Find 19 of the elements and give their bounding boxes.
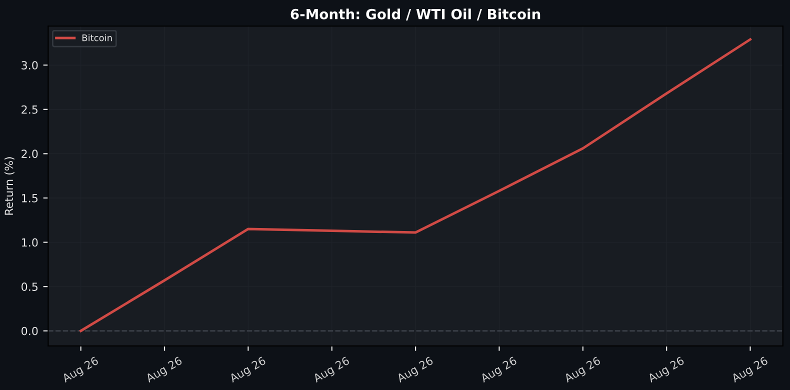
y-tick-label: 0.0 xyxy=(22,326,38,336)
y-tick-label: 0.5 xyxy=(22,282,38,291)
y-axis-title: Return (%) xyxy=(4,157,14,215)
y-tick-label: 1.0 xyxy=(22,238,38,247)
x-tick-label: Aug 26 xyxy=(144,356,184,385)
legend-label: Bitcoin xyxy=(82,34,112,42)
x-tick-label: Aug 26 xyxy=(563,356,602,385)
x-tick-label: Aug 26 xyxy=(61,356,100,385)
x-tick-label: Aug 26 xyxy=(480,356,518,385)
y-tick-label: 2.5 xyxy=(22,105,38,114)
y-tick-label: 3.0 xyxy=(22,61,38,70)
x-tick-label: Aug 26 xyxy=(228,356,268,385)
chart-title: 6-Month: Gold / WTI Oil / Bitcoin xyxy=(290,8,540,20)
x-tick-label: Aug 26 xyxy=(647,356,686,385)
y-tick-label: 1.5 xyxy=(22,194,38,202)
x-tick-label: Aug 26 xyxy=(396,356,435,385)
x-tick-label: Aug 26 xyxy=(312,356,351,385)
y-tick-label: 2.0 xyxy=(22,150,38,158)
x-tick-label: Aug 26 xyxy=(730,356,770,385)
